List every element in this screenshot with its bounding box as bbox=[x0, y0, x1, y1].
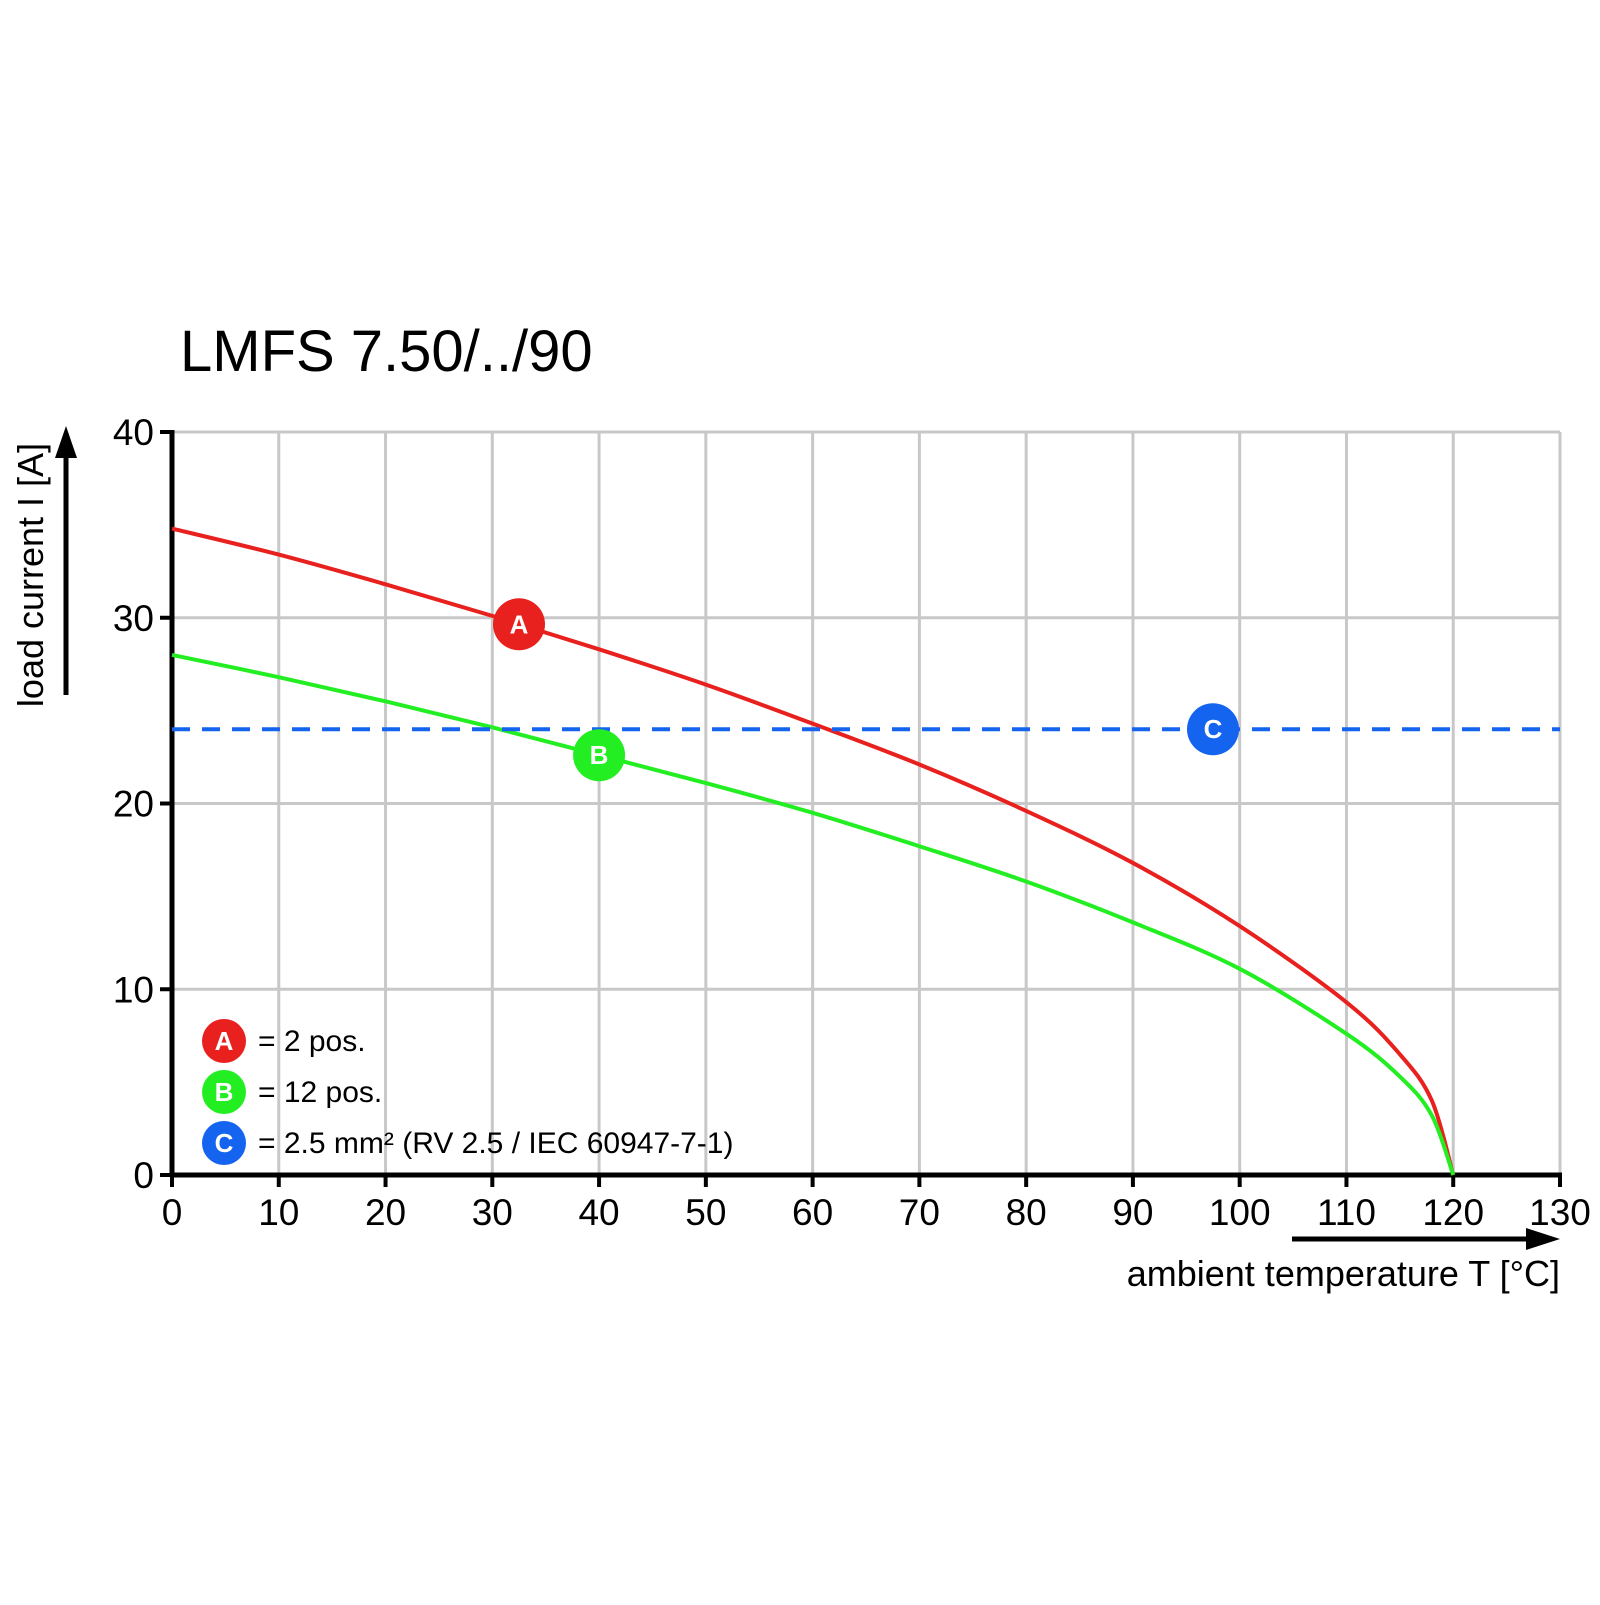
series-marker-circle bbox=[493, 598, 545, 651]
y-axis-arrow-head bbox=[55, 426, 77, 458]
series-line-b bbox=[171, 652, 1456, 1176]
series-marker-circle bbox=[1187, 703, 1239, 756]
labels: LMFS 7.50/../90 ambient temperature T [°… bbox=[10, 319, 1560, 1294]
x-axis-arrow-head bbox=[1526, 1228, 1560, 1250]
series-marker-letter: B bbox=[590, 740, 609, 770]
grid bbox=[172, 430, 1562, 1175]
x-tick-label: 40 bbox=[578, 1192, 619, 1233]
axes: 0 10 20 30 40 50 60 70 80 90 100 110 120 130 0 10 20 30 40 bbox=[55, 412, 1591, 1250]
series-line-a bbox=[171, 526, 1456, 1176]
x-tick-label: 50 bbox=[685, 1192, 726, 1233]
x-tick-label: 30 bbox=[472, 1192, 513, 1233]
y-tick-label: 40 bbox=[113, 412, 154, 453]
x-tick-label: 90 bbox=[1112, 1192, 1153, 1233]
x-tick-label: 120 bbox=[1422, 1192, 1484, 1233]
legend-item-c: C = 2.5 mm² (RV 2.5 / IEC 60947-7-1) bbox=[202, 1121, 733, 1165]
series-marker-b: B bbox=[573, 729, 626, 782]
legend-label: = 2.5 mm² (RV 2.5 / IEC 60947-7-1) bbox=[258, 1127, 733, 1160]
legend-badge bbox=[202, 1121, 246, 1165]
x-tick-label: 0 bbox=[162, 1192, 183, 1233]
legend: A = 2 pos. B = 12 pos. C = 2.5 mm² (RV 2.5 / … bbox=[202, 1019, 733, 1165]
x-tick-label: 10 bbox=[258, 1192, 299, 1233]
legend-badge-letter: A bbox=[215, 1026, 234, 1056]
y-tick-label: 0 bbox=[133, 1155, 154, 1196]
x-axis-label: ambient temperature T [°C] bbox=[1127, 1253, 1560, 1294]
series-lines bbox=[171, 526, 1560, 1176]
series-marker-circle bbox=[573, 729, 626, 782]
series-marker-letter: C bbox=[1204, 714, 1223, 744]
legend-label: = 2 pos. bbox=[258, 1025, 366, 1058]
legend-item-b: B = 12 pos. bbox=[202, 1070, 382, 1114]
legend-badge bbox=[202, 1019, 246, 1063]
legend-badge bbox=[202, 1070, 246, 1114]
x-tick-label: 80 bbox=[1006, 1192, 1047, 1233]
series-marker-a: A bbox=[493, 598, 545, 651]
x-tick-label: 70 bbox=[899, 1192, 940, 1233]
legend-item-a: A = 2 pos. bbox=[202, 1019, 366, 1063]
x-tick-label: 60 bbox=[792, 1192, 833, 1233]
legend-badge-letter: B bbox=[215, 1077, 234, 1107]
x-tick-label: 20 bbox=[365, 1192, 406, 1233]
x-tick-label: 110 bbox=[1317, 1192, 1376, 1233]
series-marker-c: C bbox=[1187, 703, 1239, 756]
x-tick-label: 130 bbox=[1529, 1192, 1591, 1233]
x-tick-label: 100 bbox=[1209, 1192, 1271, 1233]
chart-title: LMFS 7.50/../90 bbox=[180, 319, 593, 384]
legend-label: = 12 pos. bbox=[258, 1076, 382, 1109]
y-tick-label: 30 bbox=[113, 598, 154, 639]
y-tick-label: 10 bbox=[113, 969, 154, 1010]
y-axis-label: load current I [A] bbox=[10, 443, 51, 707]
y-tick-label: 20 bbox=[113, 784, 154, 825]
series-markers: A B C bbox=[493, 598, 1239, 782]
series-marker-letter: A bbox=[510, 609, 529, 639]
legend-badge-letter: C bbox=[215, 1128, 234, 1158]
